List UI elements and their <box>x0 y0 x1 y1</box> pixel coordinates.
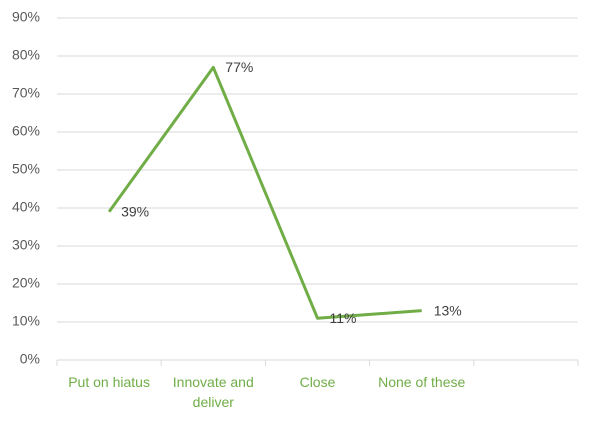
y-tick-label: 70% <box>12 85 40 101</box>
y-tick-label: 10% <box>12 313 40 329</box>
line <box>107 65 422 320</box>
y-tick-label: 50% <box>12 161 40 177</box>
data-label: 77% <box>225 59 253 75</box>
y-tick-label: 90% <box>12 9 40 25</box>
x-tick-label: Put on hiatus <box>68 374 150 390</box>
data-label: 13% <box>434 302 462 318</box>
y-tick-label: 60% <box>12 123 40 139</box>
y-tick-label: 30% <box>12 237 40 253</box>
data-label: 11% <box>330 310 357 326</box>
y-tick-label: 40% <box>12 199 40 215</box>
y-tick-label: 0% <box>20 351 40 367</box>
data-label: 39% <box>121 204 149 220</box>
x-tick-label: Close <box>299 374 336 390</box>
y-tick-label: 20% <box>12 275 40 291</box>
y-tick-label: 80% <box>12 47 40 63</box>
x-tick-label: Innovate and deliver <box>172 374 254 410</box>
x-tick-label: None of these <box>378 374 466 390</box>
